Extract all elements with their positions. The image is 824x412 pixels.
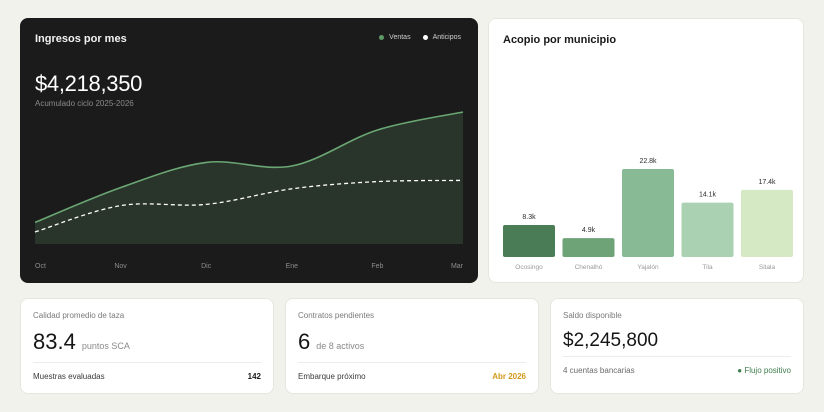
bar: [503, 224, 555, 257]
revenue-card-title: Ingresos por mes: [35, 33, 127, 45]
kpi-card-contratos: Contratos pendientes 6 de 8 activos Emba…: [285, 298, 539, 394]
legend-dot-anticipos: [422, 35, 428, 40]
bar-value-label: 14.1k: [699, 192, 717, 199]
legend-dot-ventas: [379, 35, 385, 40]
kpi-foot-status: Flujo positivo: [744, 366, 791, 375]
x-tick-label: Feb: [371, 263, 383, 270]
status-dot: ●: [737, 366, 745, 375]
kpi-foot-value: ● Flujo positivo: [737, 366, 791, 375]
kpi-title: Contratos pendientes: [298, 311, 375, 320]
kpi-footer: Embarque próximo Abr 2026: [298, 362, 526, 381]
bar-category-label: Tila: [702, 264, 713, 271]
bar: [741, 189, 793, 257]
kpi-card-calidad: Calidad promedio de taza 83.4 puntos SCA…: [20, 298, 274, 394]
kpi-value: $2,245,800: [563, 330, 659, 351]
kpi-card-saldo: Saldo disponible $2,245,800 4 cuentas ba…: [550, 298, 804, 394]
kpi-foot-value: 142: [247, 372, 261, 381]
kpi-foot-value: Abr 2026: [492, 372, 526, 381]
x-tick-label: Ene: [286, 263, 299, 270]
bar-category-label: Chenalhó: [575, 264, 603, 271]
legend-item-ventas: Ventas: [379, 34, 411, 41]
line-anticipos: [34, 179, 464, 233]
x-tick-label: Oct: [35, 263, 46, 270]
line-ventas: [34, 111, 464, 224]
bar-value-label: 17.4k: [758, 179, 776, 186]
kpi-value: 6: [298, 329, 311, 354]
revenue-card: Ingresos por mes Ventas Anticipos $4,218…: [20, 18, 478, 283]
bar-value-label: 8.3k: [522, 214, 536, 221]
municipio-card: Acopio por municipio 8.3k Ocosingo 4.9k Che…: [488, 18, 804, 283]
legend-item-anticipos: Anticipos: [422, 34, 461, 41]
bar: [681, 202, 734, 257]
bar: [562, 238, 615, 257]
revenue-legend: Ventas Anticipos: [379, 34, 461, 41]
bar: [622, 169, 674, 257]
kpi-footer: Muestras evaluadas 142: [33, 362, 261, 381]
revenue-total: $4,218,350: [35, 71, 143, 96]
kpi-value-row: $2,245,800: [563, 330, 658, 352]
x-tick-label: Dic: [201, 263, 212, 270]
kpi-value-row: 6 de 8 activos: [298, 329, 364, 355]
municipio-bar-chart: 8.3k Ocosingo 4.9k Chenalhó 22.8k Yajalón 14.1…: [503, 158, 793, 271]
kpi-unit: de 8 activos: [316, 341, 365, 351]
x-tick-label: Mar: [451, 263, 464, 270]
bar-category-label: Yajalón: [637, 264, 659, 271]
kpi-foot-label: Embarque próximo: [298, 372, 366, 381]
bar-value-label: 4.9k: [582, 227, 596, 234]
kpi-unit: puntos SCA: [81, 341, 130, 351]
bar-value-label: 22.8k: [639, 158, 657, 165]
x-tick-label: Nov: [114, 263, 127, 270]
kpi-title: Calidad promedio de taza: [33, 311, 125, 320]
bar-category-label: Sitala: [759, 264, 776, 271]
kpi-value-row: 83.4 puntos SCA: [33, 329, 130, 355]
kpi-footer: 4 cuentas bancarias ● Flujo positivo: [563, 356, 791, 375]
revenue-line-chart: Oct Nov Dic Ene Feb Mar: [34, 111, 464, 270]
bar-category-label: Ocosingo: [515, 264, 543, 271]
kpi-foot-label: 4 cuentas bancarias: [563, 366, 635, 375]
kpi-foot-label: Muestras evaluadas: [33, 372, 105, 381]
kpi-value: 83.4: [33, 329, 76, 354]
municipio-card-title: Acopio por municipio: [503, 34, 617, 46]
legend-label-ventas: Ventas: [389, 34, 411, 41]
area-ventas: [35, 112, 463, 244]
kpi-title: Saldo disponible: [563, 311, 622, 320]
legend-label-anticipos: Anticipos: [432, 34, 461, 41]
revenue-subtitle: Acumulado ciclo 2025-2026: [35, 99, 134, 108]
